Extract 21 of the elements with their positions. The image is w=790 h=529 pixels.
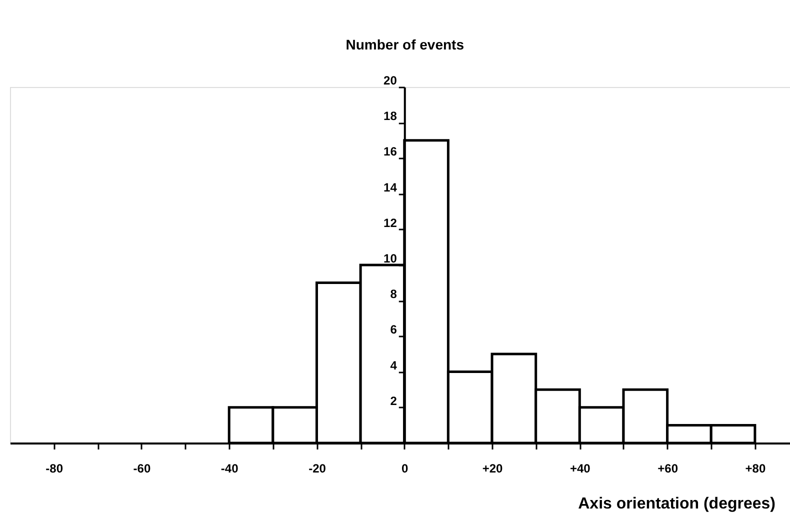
y-tick-label: 2 <box>390 394 398 408</box>
x-tick-label: +60 <box>658 462 678 476</box>
x-tick-label: -60 <box>133 462 151 476</box>
y-tick-label: 20 <box>384 74 398 88</box>
x-tick-label: -20 <box>308 462 326 476</box>
y-tick-label: 12 <box>384 216 398 230</box>
x-axis-title: Axis orientation (degrees) <box>578 496 776 512</box>
y-tick-label: 10 <box>384 252 398 266</box>
y-tick-label: 8 <box>390 287 398 302</box>
x-tick-label: +40 <box>570 462 591 476</box>
x-tick-label: -80 <box>46 462 64 476</box>
x-tick-label: +80 <box>745 462 766 476</box>
y-axis-title: Number of events <box>346 36 464 52</box>
y-tick-label: 14 <box>384 180 398 194</box>
x-tick-label: 0 <box>402 462 409 476</box>
y-tick-label: 18 <box>384 109 398 124</box>
x-tick-label: -40 <box>220 462 239 476</box>
x-tick-label: +20 <box>482 462 504 476</box>
y-tick-label: 4 <box>390 358 398 372</box>
y-tick-label: 16 <box>384 144 398 159</box>
y-tick-label: 6 <box>390 322 398 337</box>
